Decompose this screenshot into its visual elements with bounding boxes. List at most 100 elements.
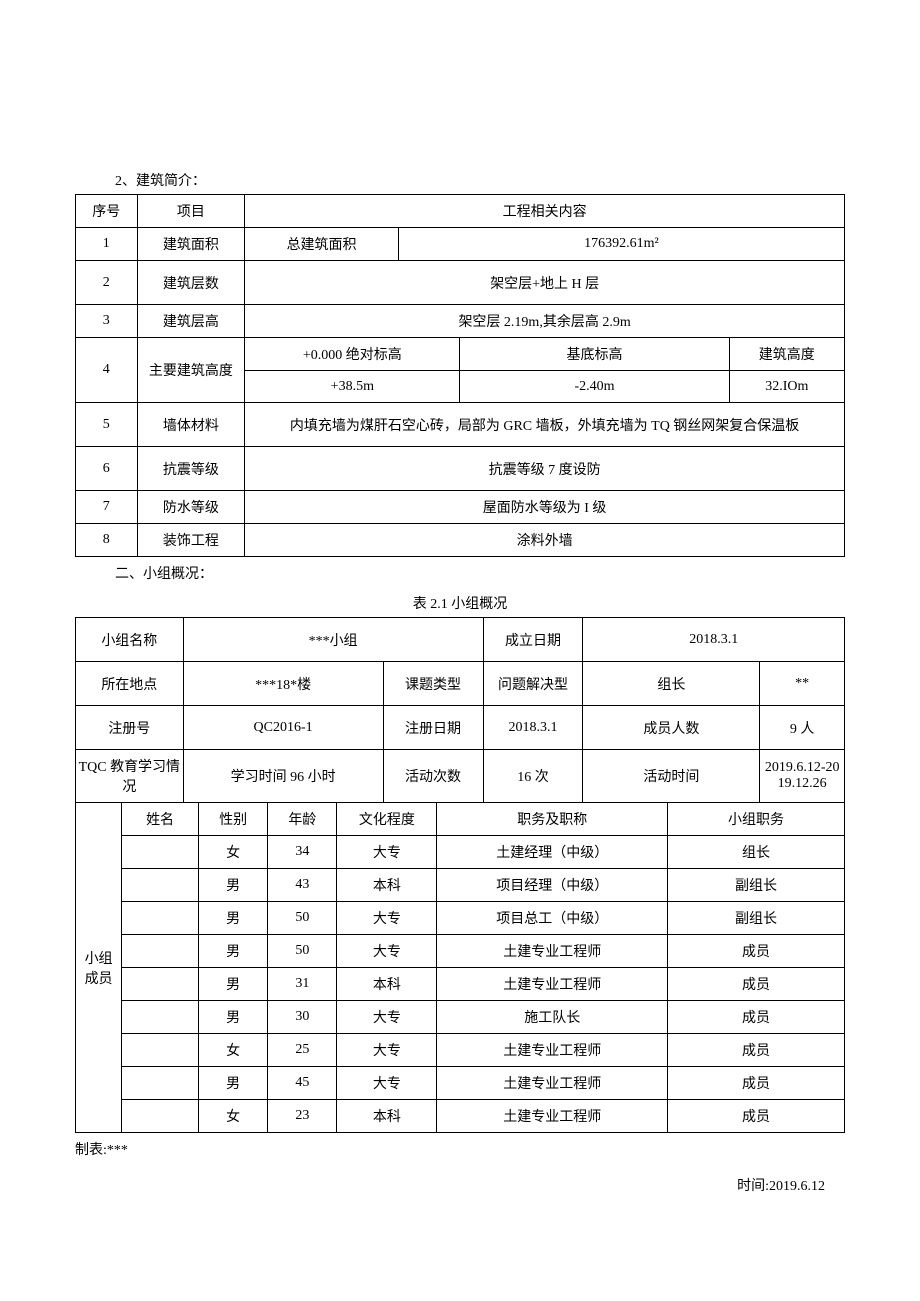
t2-mh-age: 年龄 xyxy=(268,803,337,836)
t2-members-label: 小组成员 xyxy=(76,803,122,1133)
table-row: 项目经理（中级） xyxy=(437,869,668,902)
t1-r1-num: 1 xyxy=(76,228,138,261)
t2-r3-l2: 注册日期 xyxy=(383,706,483,750)
table-row: 25 xyxy=(268,1034,337,1067)
t1-r2-content: 架空层+地上 H 层 xyxy=(245,261,845,305)
t2-mh-role: 小组职务 xyxy=(668,803,845,836)
table-row: 31 xyxy=(268,968,337,1001)
t2-r3-v2: 2018.3.1 xyxy=(483,706,583,750)
t2-r1-l1: 小组名称 xyxy=(76,618,184,662)
t1-r4-v3: 32.IOm xyxy=(729,371,844,403)
t2-mh-edu: 文化程度 xyxy=(337,803,437,836)
t1-r4-h2: 基底标高 xyxy=(460,338,729,371)
table-row: 23 xyxy=(268,1100,337,1133)
t2-r3-v1: QC2016-1 xyxy=(183,706,383,750)
table-row: 本科 xyxy=(337,968,437,1001)
t1-r6-content: 抗震等级 7 度设防 xyxy=(245,447,845,491)
table-row: 男 xyxy=(199,968,268,1001)
table-row: 成员 xyxy=(668,1067,845,1100)
t1-r8-num: 8 xyxy=(76,524,138,557)
table-row: 本科 xyxy=(337,869,437,902)
t2-r2-l2: 课题类型 xyxy=(383,662,483,706)
t2-mh-name: 姓名 xyxy=(122,803,199,836)
table-row xyxy=(122,935,199,968)
footer-author: 制表:*** xyxy=(75,1139,845,1159)
table-row: 34 xyxy=(268,836,337,869)
table-row: 施工队长 xyxy=(437,1001,668,1034)
t1-r6-item: 抗震等级 xyxy=(137,447,245,491)
table-row: 女 xyxy=(199,836,268,869)
t2-mh-title: 职务及职称 xyxy=(437,803,668,836)
table-row: 土建专业工程师 xyxy=(437,1100,668,1133)
t2-mh-sex: 性别 xyxy=(199,803,268,836)
t2-r2-l1: 所在地点 xyxy=(76,662,184,706)
t1-r5-content: 内填充墙为煤肝石空心砖，局部为 GRC 墙板，外填充墙为 TQ 钢丝网架复合保温… xyxy=(245,403,845,447)
table-row: 本科 xyxy=(337,1100,437,1133)
t1-r2-item: 建筑层数 xyxy=(137,261,245,305)
t2-r3-l3: 成员人数 xyxy=(583,706,760,750)
t1-r4-v1: +38.5m xyxy=(245,371,460,403)
t1-header-content: 工程相关内容 xyxy=(245,195,845,228)
table-row xyxy=(122,1067,199,1100)
table-row: 50 xyxy=(268,935,337,968)
t1-r4-v2: -2.40m xyxy=(460,371,729,403)
t2-r4-v2: 16 次 xyxy=(483,750,583,803)
table-row: 成员 xyxy=(668,1034,845,1067)
t1-r1-sub2: 176392.61m² xyxy=(398,228,844,261)
table-row xyxy=(122,1100,199,1133)
t2-r2-v3: ** xyxy=(760,662,845,706)
t2-r1-v1: ***小组 xyxy=(183,618,483,662)
t1-r6-num: 6 xyxy=(76,447,138,491)
table-row: 成员 xyxy=(668,968,845,1001)
t1-r3-content: 架空层 2.19m,其余层高 2.9m xyxy=(245,305,845,338)
table2-caption: 表 2.1 小组概况 xyxy=(75,593,845,613)
table-row: 50 xyxy=(268,902,337,935)
t2-r4-v1: 学习时间 96 小时 xyxy=(183,750,383,803)
t1-r8-content: 涂料外墙 xyxy=(245,524,845,557)
t2-r4-l1: TQC 教育学习情况 xyxy=(76,750,184,803)
table-row: 成员 xyxy=(668,1100,845,1133)
t1-r1-sub1: 总建筑面积 xyxy=(245,228,399,261)
table-row: 43 xyxy=(268,869,337,902)
t1-r2-num: 2 xyxy=(76,261,138,305)
t2-r3-v3: 9 人 xyxy=(760,706,845,750)
table-row: 男 xyxy=(199,1067,268,1100)
table-row: 组长 xyxy=(668,836,845,869)
t1-r5-item: 墙体材料 xyxy=(137,403,245,447)
t2-r4-v3: 2019.6.12-2019.12.26 xyxy=(760,750,845,803)
team-info-table: 小组名称 ***小组 成立日期 2018.3.1 所在地点 ***18*楼 课题… xyxy=(75,617,845,1133)
t1-r3-num: 3 xyxy=(76,305,138,338)
table-row: 大专 xyxy=(337,1001,437,1034)
t2-r4-l2: 活动次数 xyxy=(383,750,483,803)
table-row: 副组长 xyxy=(668,902,845,935)
t2-r2-l3: 组长 xyxy=(583,662,760,706)
table-row: 土建专业工程师 xyxy=(437,1067,668,1100)
t1-r7-item: 防水等级 xyxy=(137,491,245,524)
t2-r4-l3: 活动时间 xyxy=(583,750,760,803)
table-row: 30 xyxy=(268,1001,337,1034)
table-row: 项目总工（中级） xyxy=(437,902,668,935)
t1-r4-item: 主要建筑高度 xyxy=(137,338,245,403)
t1-r7-num: 7 xyxy=(76,491,138,524)
footer-date: 时间:2019.6.12 xyxy=(75,1175,845,1195)
t2-r3-l1: 注册号 xyxy=(76,706,184,750)
table-row: 男 xyxy=(199,935,268,968)
table-row xyxy=(122,902,199,935)
t1-r4-h1: +0.000 绝对标高 xyxy=(245,338,460,371)
table-row: 大专 xyxy=(337,935,437,968)
table-row: 大专 xyxy=(337,902,437,935)
t2-r2-v1: ***18*楼 xyxy=(183,662,383,706)
building-info-table: 序号 项目 工程相关内容 1 建筑面积 总建筑面积 176392.61m² 2 … xyxy=(75,194,845,557)
table-row: 45 xyxy=(268,1067,337,1100)
t1-r4-h3: 建筑高度 xyxy=(729,338,844,371)
t1-r3-item: 建筑层高 xyxy=(137,305,245,338)
table-row xyxy=(122,836,199,869)
table-row: 女 xyxy=(199,1034,268,1067)
table-row xyxy=(122,968,199,1001)
t1-r5-num: 5 xyxy=(76,403,138,447)
table-row: 大专 xyxy=(337,1067,437,1100)
table-row: 副组长 xyxy=(668,869,845,902)
table-row: 成员 xyxy=(668,1001,845,1034)
table-row: 男 xyxy=(199,869,268,902)
table-row: 男 xyxy=(199,1001,268,1034)
